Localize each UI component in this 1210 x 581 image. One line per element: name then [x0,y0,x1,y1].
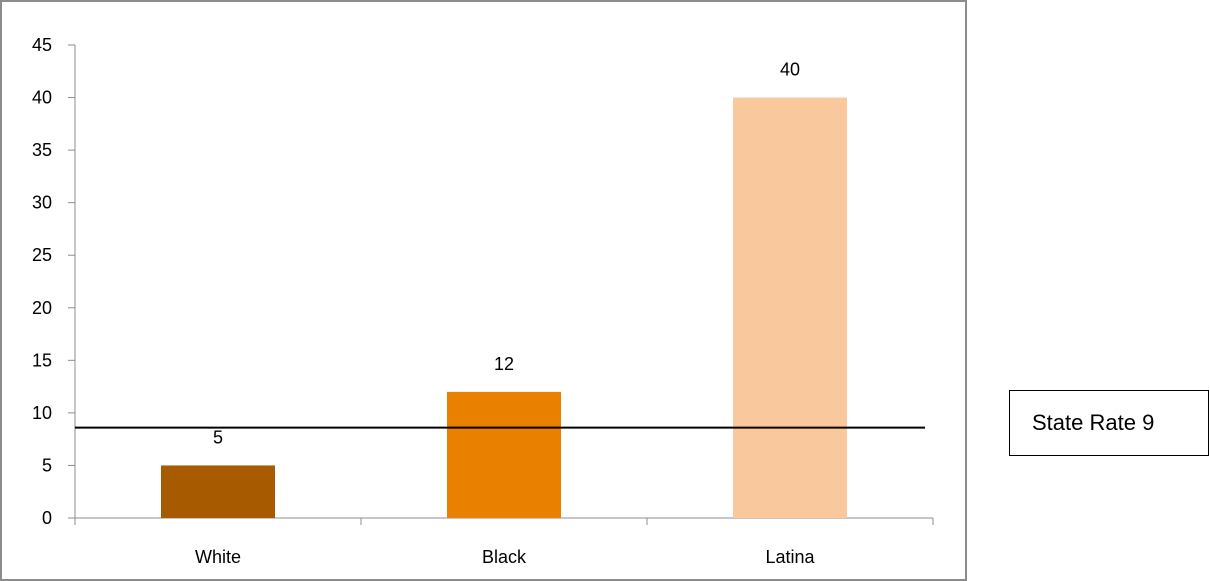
y-tick-label: 20 [32,298,52,318]
bar-latina [733,97,847,519]
x-category-label: Black [482,547,527,567]
state-rate-annotation-box: State Rate 9 [1009,390,1209,456]
x-category-label: White [195,547,241,567]
y-tick-label: 30 [32,193,52,213]
data-labels: 5 12 40 [213,60,800,448]
state-rate-label: State Rate 9 [1032,410,1155,435]
y-tick-label: 25 [32,245,52,265]
data-label: 5 [213,427,223,447]
bar-black [447,391,561,518]
x-category-label: Latina [765,547,815,567]
y-tick-label: 45 [32,35,52,55]
data-label: 12 [494,354,514,374]
bar-white [161,465,275,518]
bars [161,97,847,519]
y-tick-label: 15 [32,350,52,370]
y-axis: 0 5 10 15 20 25 30 35 40 45 [32,35,76,528]
data-label: 40 [780,60,800,80]
y-tick-label: 10 [32,403,52,423]
y-tick-label: 35 [32,140,52,160]
y-tick-label: 0 [42,508,52,528]
y-tick-label: 40 [32,88,52,108]
y-tick-label: 5 [42,455,52,475]
